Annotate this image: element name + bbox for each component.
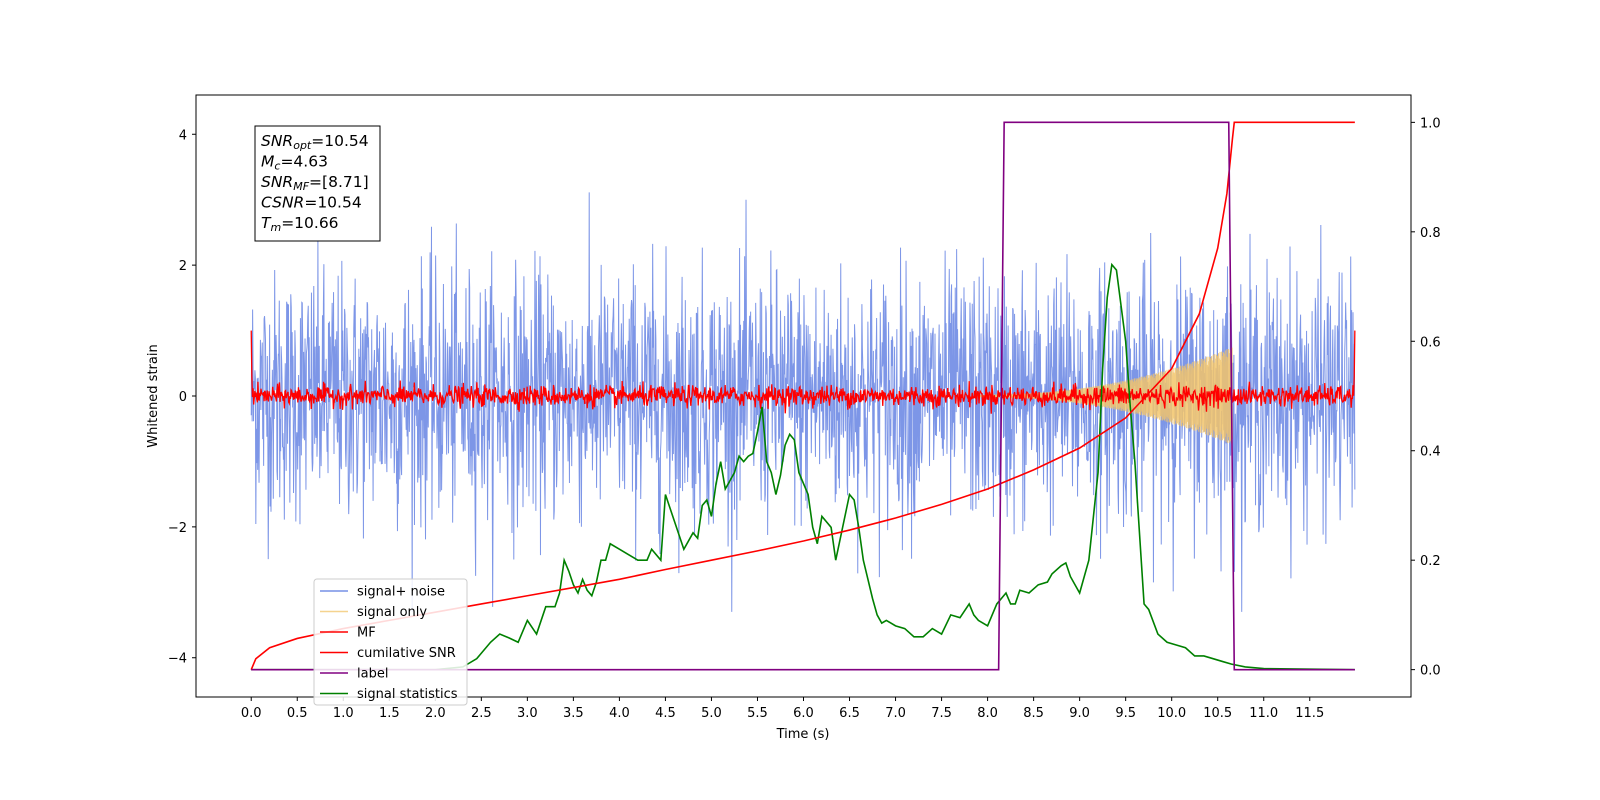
legend-label: MF bbox=[357, 626, 376, 641]
x-tick-label: 7.5 bbox=[931, 706, 952, 721]
y-left-tick-label: 4 bbox=[179, 128, 187, 143]
x-tick-label: 0.5 bbox=[287, 706, 308, 721]
x-tick-label: 2.0 bbox=[425, 706, 446, 721]
x-tick-label: 2.5 bbox=[471, 706, 492, 721]
x-axis-label: Time (s) bbox=[776, 727, 830, 742]
series-label bbox=[251, 121, 1355, 671]
y-right-tick-label: 1.0 bbox=[1420, 116, 1441, 131]
stats-line: SNRopt=10.54 bbox=[261, 132, 369, 152]
legend-label: signal only bbox=[357, 605, 427, 620]
x-tick-label: 7.0 bbox=[885, 706, 906, 721]
x-tick-label: 11.5 bbox=[1295, 706, 1324, 721]
x-tick-label: 8.5 bbox=[1023, 706, 1044, 721]
legend-label: signal+ noise bbox=[357, 585, 445, 600]
y-right-tick-label: 0.4 bbox=[1420, 445, 1441, 460]
legend-label: cumilative SNR bbox=[357, 646, 456, 661]
legend-label: signal statistics bbox=[357, 687, 458, 702]
series-layer bbox=[250, 121, 1356, 671]
legend-label: label bbox=[357, 667, 388, 682]
legend: signal+ noise signal only MF cumilative SNR… bbox=[313, 578, 468, 706]
series-mf bbox=[250, 330, 1356, 414]
x-tick-label: 5.5 bbox=[747, 706, 768, 721]
series-signal-noise bbox=[250, 192, 1356, 612]
y-left-tick-label: 0 bbox=[179, 390, 187, 405]
x-tick-label: 1.0 bbox=[333, 706, 354, 721]
x-tick-label: 5.0 bbox=[701, 706, 722, 721]
stats-line: CSNR=10.54 bbox=[261, 194, 362, 212]
y-right-tick-label: 0.0 bbox=[1420, 664, 1441, 679]
x-tick-label: 6.5 bbox=[839, 706, 860, 721]
y-axis-label: Whitened strain bbox=[146, 344, 161, 447]
stats-line: SNRMF=[8.71] bbox=[261, 173, 369, 193]
x-tick-label: 6.0 bbox=[793, 706, 814, 721]
x-tick-label: 1.5 bbox=[379, 706, 400, 721]
y-left-tick-label: −4 bbox=[168, 652, 187, 667]
series-signal-statistics bbox=[251, 262, 1355, 671]
x-tick-label: 4.0 bbox=[609, 706, 630, 721]
stats-line: Mc=4.63 bbox=[261, 153, 328, 173]
x-tick-label: 11.0 bbox=[1249, 706, 1278, 721]
stats-box: SNRopt=10.54Mc=4.63SNRMF=[8.71]CSNR=10.5… bbox=[254, 125, 381, 242]
x-tick-label: 10.5 bbox=[1203, 706, 1232, 721]
ticks-layer: 0.0 0.5 1.0 1.5 2.0 2.5 3.0 3.5 4.0 4.5 5.0 5.5 6.0 6… bbox=[168, 116, 1441, 721]
stats-line: Tm=10.66 bbox=[261, 214, 339, 234]
y-left-tick-label: 2 bbox=[179, 259, 187, 274]
x-tick-label: 8.0 bbox=[977, 706, 998, 721]
x-tick-label: 10.0 bbox=[1157, 706, 1186, 721]
y-right-tick-label: 0.8 bbox=[1420, 226, 1441, 241]
y-right-tick-label: 0.6 bbox=[1420, 335, 1441, 350]
y-left-tick-label: −2 bbox=[168, 521, 187, 536]
x-tick-label: 9.5 bbox=[1115, 706, 1136, 721]
x-tick-label: 3.5 bbox=[563, 706, 584, 721]
x-tick-label: 9.0 bbox=[1069, 706, 1090, 721]
x-tick-label: 3.0 bbox=[517, 706, 538, 721]
y-right-tick-label: 0.2 bbox=[1420, 554, 1441, 569]
legend-frame bbox=[313, 578, 468, 706]
x-tick-label: 4.5 bbox=[655, 706, 676, 721]
stats-box-frame bbox=[254, 125, 381, 242]
x-tick-label: 0.0 bbox=[241, 706, 262, 721]
